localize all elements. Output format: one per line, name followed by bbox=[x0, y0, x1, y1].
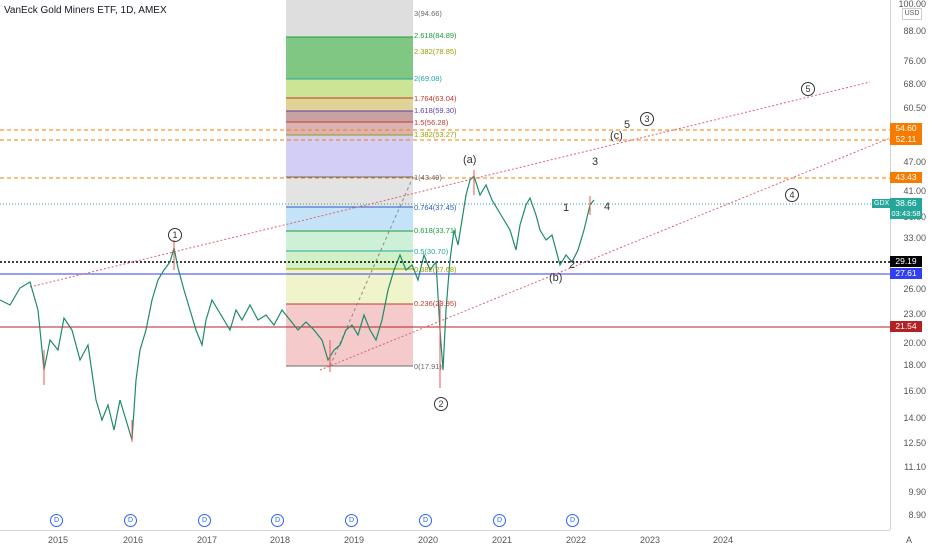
fib-label-15: 1.5(56.28) bbox=[414, 118, 449, 127]
wave-label-a: (a) bbox=[463, 154, 477, 166]
price-badge-29-19: 29.19 bbox=[890, 256, 922, 267]
wave-label-circle-3: 3 bbox=[640, 112, 654, 126]
price-label: 8.90 bbox=[908, 510, 926, 520]
candle-wicks bbox=[43, 170, 591, 442]
price-label: 68.00 bbox=[903, 79, 926, 89]
price-label: 16.00 bbox=[903, 386, 926, 396]
year-label: 2023 bbox=[640, 535, 661, 545]
year-label: 2022 bbox=[566, 535, 587, 545]
fib-label-2618: 2.618(84.89) bbox=[414, 31, 457, 40]
fib-label-2: 2(69.08) bbox=[414, 74, 442, 83]
fib-label-2382: 2.382(78.85) bbox=[414, 47, 457, 56]
fib-label-1618: 1.618(59.30) bbox=[414, 106, 457, 115]
auto-scale-button[interactable]: A bbox=[906, 535, 913, 545]
price-label: 9.90 bbox=[908, 487, 926, 497]
symbol-tag: GDX bbox=[872, 199, 892, 208]
price-badge-54-60: 54.60 bbox=[890, 123, 922, 134]
dividend-marker[interactable]: D bbox=[271, 514, 284, 527]
dividend-marker[interactable]: D bbox=[124, 514, 137, 527]
fib-retracement[interactable] bbox=[286, 0, 414, 367]
fib-label-3: 3(94.66) bbox=[414, 9, 442, 18]
year-label: 2016 bbox=[123, 535, 144, 545]
dividend-marker[interactable]: D bbox=[50, 514, 63, 527]
price-label: 76.00 bbox=[903, 56, 926, 66]
currency-button[interactable]: USD bbox=[902, 8, 922, 20]
price-label: 18.00 bbox=[903, 360, 926, 370]
price-badge-27-61: 27.61 bbox=[890, 268, 922, 279]
upper-trendline bbox=[29, 81, 871, 288]
wave-label-circle-5: 5 bbox=[801, 82, 815, 96]
fib-label-1382: 1.382(53.27) bbox=[414, 130, 457, 139]
year-label: 2021 bbox=[492, 535, 513, 545]
wave-label-c: (c) bbox=[610, 130, 623, 142]
fib-label-1764: 1.764(63.04) bbox=[414, 94, 457, 103]
wave-label-circle-1: 1 bbox=[168, 228, 182, 242]
countdown-badge: 03:43:58 bbox=[890, 208, 922, 219]
price-label: 11.10 bbox=[904, 462, 926, 472]
time-axis[interactable] bbox=[0, 530, 890, 551]
wave-label-b: (b) bbox=[549, 272, 563, 284]
price-label: 20.00 bbox=[903, 338, 926, 348]
dividend-marker[interactable]: D bbox=[198, 514, 211, 527]
chart-title: VanEck Gold Miners ETF, 1D, AMEX bbox=[4, 5, 167, 16]
fib-label-05: 0.5(30.70) bbox=[414, 247, 449, 256]
price-badge-52-11: 52.11 bbox=[890, 134, 922, 145]
price-label: 23.00 bbox=[903, 309, 926, 319]
fib-label-0382: 0.382(27.68) bbox=[414, 265, 457, 274]
wave-label-5: 5 bbox=[624, 119, 631, 131]
price-label: 14.00 bbox=[903, 413, 926, 423]
year-label: 2015 bbox=[48, 535, 69, 545]
wave-label-circle-4: 4 bbox=[785, 188, 799, 202]
dividend-marker[interactable]: D bbox=[566, 514, 579, 527]
wave-label-circle-2: 2 bbox=[434, 397, 448, 411]
wave-label-3: 3 bbox=[592, 156, 599, 168]
wave-label-1: 1 bbox=[563, 202, 570, 214]
fib-label-0236: 0.236(23.95) bbox=[414, 299, 457, 308]
price-label: 26.00 bbox=[903, 284, 926, 294]
price-label: 100.00 bbox=[898, 0, 926, 9]
year-label: 2017 bbox=[197, 535, 218, 545]
lower-trendline bbox=[319, 137, 891, 371]
fib-label-0764: 0.764(37.45) bbox=[414, 203, 457, 212]
price-badge-21-54: 21.54 bbox=[890, 321, 922, 332]
price-label: 60.50 bbox=[903, 103, 926, 113]
price-label: 41.00 bbox=[903, 186, 926, 196]
year-label: 2020 bbox=[418, 535, 439, 545]
wave-label-2: 2 bbox=[569, 259, 576, 271]
year-label: 2018 bbox=[270, 535, 291, 545]
dividend-marker[interactable]: D bbox=[345, 514, 358, 527]
price-label: 47.00 bbox=[903, 157, 926, 167]
fib-label-0618: 0.618(33.71) bbox=[414, 226, 457, 235]
last-price-badge: 38.66 bbox=[890, 198, 922, 209]
price-series bbox=[0, 174, 595, 441]
fib-label-1: 1(43.49) bbox=[414, 173, 442, 182]
dividend-marker[interactable]: D bbox=[419, 514, 432, 527]
wave-label-4: 4 bbox=[604, 201, 611, 213]
price-label: 88.00 bbox=[903, 26, 926, 36]
dividend-marker[interactable]: D bbox=[493, 514, 506, 527]
fib-label-0: 0(17.91) bbox=[414, 362, 442, 371]
price-badge-43-43: 43.43 bbox=[890, 172, 922, 183]
year-label: 2019 bbox=[344, 535, 365, 545]
price-label: 12.50 bbox=[903, 438, 926, 448]
price-label: 33.00 bbox=[903, 233, 926, 243]
year-label: 2024 bbox=[713, 535, 734, 545]
